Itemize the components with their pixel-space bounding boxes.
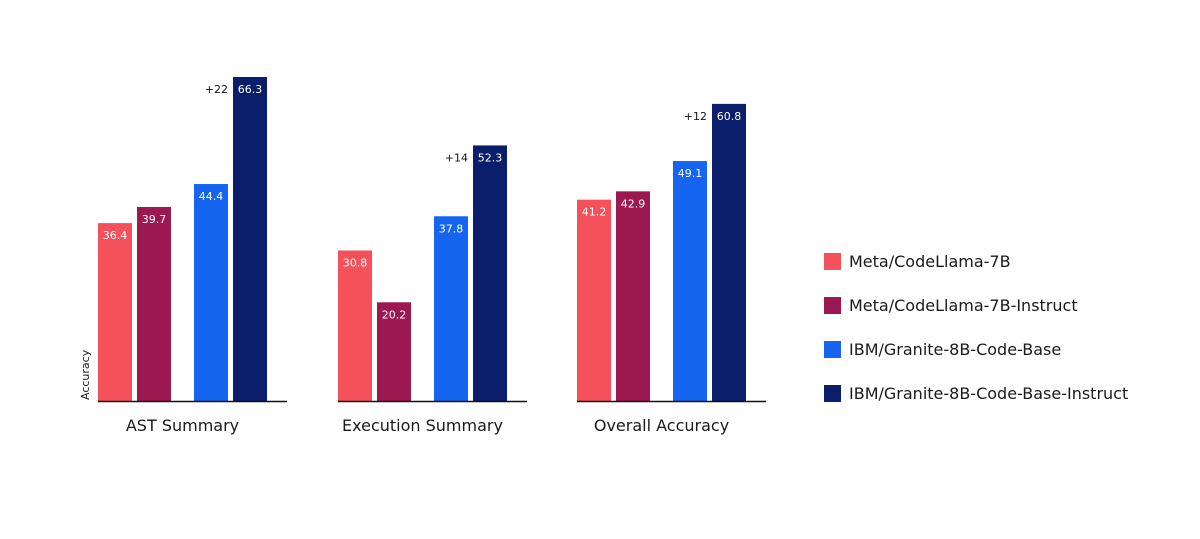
bar-value-label: 41.2 [582, 206, 607, 219]
bar-value-label: 49.1 [678, 167, 703, 180]
category-label: Execution Summary [342, 416, 503, 435]
bar-value-label: 37.8 [439, 222, 464, 235]
improvement-annotation: +22 [205, 83, 228, 96]
bar [673, 161, 707, 401]
legend-item: Meta/CodeLlama-7B [824, 250, 1184, 272]
bar [473, 145, 507, 401]
legend-item: IBM/Granite-8B-Code-Base-Instruct [824, 382, 1184, 404]
bar [98, 223, 132, 401]
bar-value-label: 60.8 [717, 110, 742, 123]
bar [233, 77, 267, 401]
bar-value-label: 44.4 [199, 190, 224, 203]
bar-value-label: 39.7 [142, 213, 167, 226]
legend-label: Meta/CodeLlama-7B-Instruct [849, 295, 1078, 315]
bar-value-label: 30.8 [343, 256, 368, 269]
legend-label: Meta/CodeLlama-7B [849, 251, 1011, 271]
legend-label: IBM/Granite-8B-Code-Base-Instruct [849, 383, 1129, 403]
y-axis-label: Accuracy [79, 349, 92, 400]
bar [616, 191, 650, 401]
legend-item: Meta/CodeLlama-7B-Instruct [824, 294, 1184, 316]
improvement-annotation: +14 [445, 151, 468, 164]
bar-value-label: 42.9 [621, 197, 646, 210]
legend: Meta/CodeLlama-7B Meta/CodeLlama-7B-Inst… [824, 250, 1184, 426]
bar-value-label: 20.2 [382, 308, 407, 321]
bar-value-label: 36.4 [103, 229, 128, 242]
bar [377, 302, 411, 401]
bar [338, 250, 372, 401]
bar [194, 184, 228, 401]
bar-value-label: 66.3 [238, 83, 263, 96]
legend-label: IBM/Granite-8B-Code-Base [849, 339, 1062, 359]
improvement-annotation: +12 [684, 110, 707, 123]
legend-item: IBM/Granite-8B-Code-Base [824, 338, 1184, 360]
bar-value-label: 52.3 [478, 151, 503, 164]
category-label: Overall Accuracy [594, 416, 729, 435]
legend-swatch [824, 296, 841, 314]
bar [712, 103, 746, 401]
bar [577, 199, 611, 401]
legend-swatch [824, 340, 841, 358]
bar [137, 206, 171, 401]
legend-swatch [824, 252, 841, 270]
bar [434, 216, 468, 401]
category-label: AST Summary [126, 416, 239, 435]
legend-swatch [824, 384, 841, 402]
